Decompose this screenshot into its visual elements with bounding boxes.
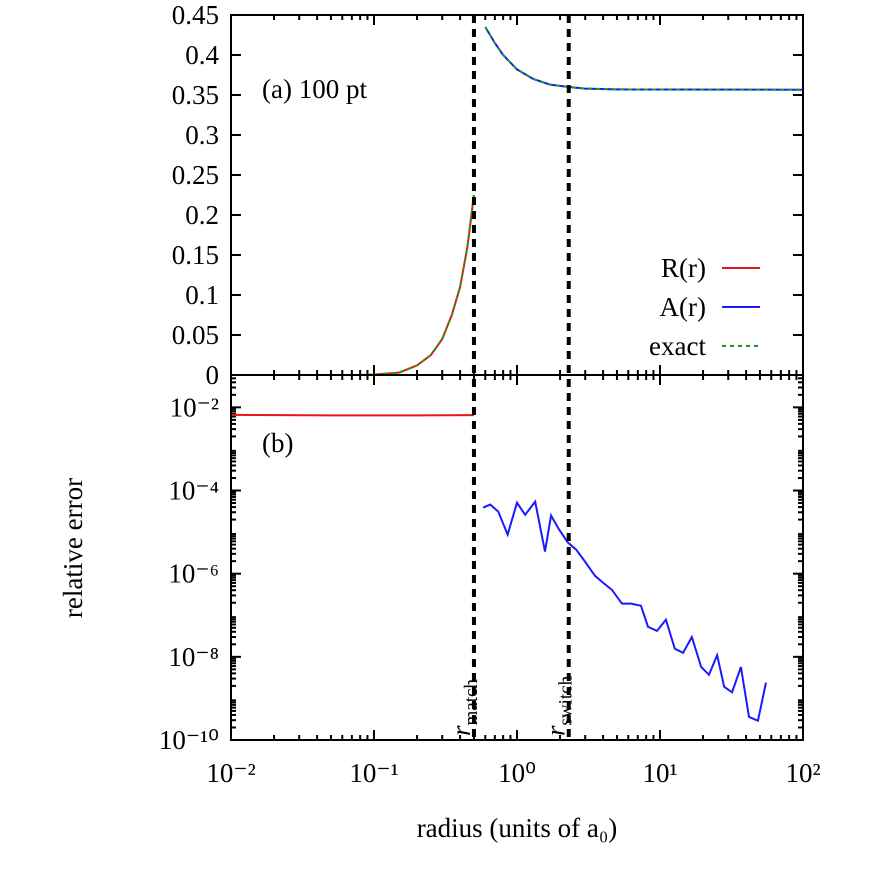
data-line (484, 26, 804, 91)
data-line (360, 26, 804, 376)
reference-label: rswitch (541, 675, 577, 736)
reference-label: rmatch (446, 679, 482, 736)
y-tick-label: 0.2 (185, 200, 219, 230)
data-line (482, 499, 767, 723)
data-line (360, 194, 475, 376)
y-tick-label: 0 (206, 360, 220, 390)
y-tick-label: 10⁻⁶ (168, 559, 219, 589)
y-tick-label: 0.35 (172, 80, 219, 110)
y-axis-title: relative error (58, 478, 88, 618)
panel-label: (b) (262, 428, 293, 458)
y-tick-label: 0.05 (172, 320, 219, 350)
y-tick-label: 10⁻² (170, 392, 219, 422)
legend-label: A(r) (660, 292, 706, 322)
y-tick-label: 0.15 (172, 240, 219, 270)
y-tick-label: 0.3 (185, 120, 219, 150)
y-tick-label: 0.4 (185, 40, 219, 70)
x-tick-label: 10⁰ (498, 758, 536, 788)
legend-label: exact (649, 331, 706, 361)
reference-symbol: r (446, 725, 476, 736)
y-tick-label: 0.25 (172, 160, 219, 190)
x-tick-label: 10⁻² (206, 758, 255, 788)
reference-subscript: match (461, 679, 482, 726)
y-tick-label: 10⁻⁸ (168, 642, 219, 672)
y-tick-label: 10⁻⁴ (168, 476, 219, 506)
x-axis-title: radius (units of a₀) (417, 813, 618, 843)
y-tick-label: 10⁻¹⁰ (159, 725, 219, 755)
x-tick-label: 10¹ (642, 758, 677, 788)
legend-label: R(r) (661, 253, 706, 283)
data-line (230, 413, 474, 417)
y-tick-label: 0.45 (172, 0, 219, 30)
plot-frame (230, 14, 804, 741)
x-tick-label: 10⁻¹ (349, 758, 398, 788)
reference-subscript: switch (556, 675, 577, 725)
reference-symbol: r (541, 725, 571, 736)
x-tick-label: 10² (785, 758, 820, 788)
y-tick-label: 0.1 (185, 280, 219, 310)
panel-label: (a) 100 pt (262, 74, 367, 104)
